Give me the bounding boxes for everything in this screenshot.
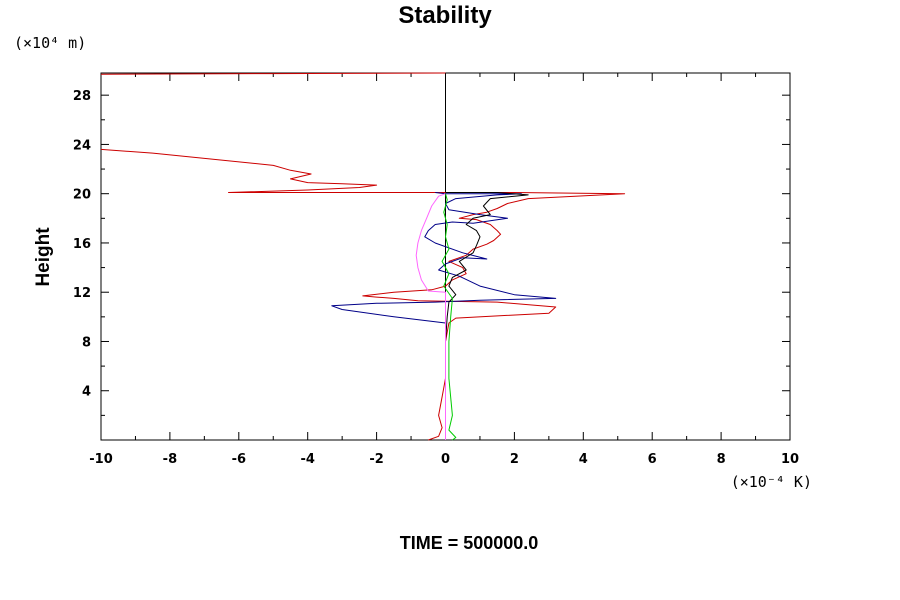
- series-line-1: [100, 72, 446, 75]
- x-tick-label: 4: [579, 452, 588, 467]
- x-tick-label: -6: [232, 452, 246, 467]
- y-tick-label: 16: [73, 237, 91, 252]
- y-tick-label: 12: [73, 286, 91, 301]
- x-tick-label: -8: [163, 452, 177, 467]
- series-line-2: [331, 192, 557, 440]
- y-unit-label: (×10⁴ m): [14, 34, 86, 52]
- x-tick-label: -10: [89, 452, 113, 467]
- series-line-0: [100, 148, 626, 441]
- data-series: [100, 72, 626, 441]
- y-tick-label: 8: [82, 335, 91, 350]
- x-tick-label: -2: [369, 452, 383, 467]
- y-tick-label: 24: [73, 138, 91, 153]
- y-tick-label: 28: [73, 89, 91, 104]
- x-tick-label: 6: [648, 452, 657, 467]
- time-label: TIME = 500000.0: [400, 533, 539, 553]
- series-line-3: [445, 192, 529, 440]
- x-tick-label: -4: [300, 452, 314, 467]
- y-tick-label: 4: [82, 385, 91, 400]
- series-line-5: [441, 193, 457, 441]
- chart-title: Stability: [398, 2, 492, 29]
- x-tick-label: 2: [510, 452, 519, 467]
- series-line-4: [415, 193, 446, 440]
- y-axis-label: Height: [33, 227, 54, 287]
- x-tick-label: 0: [441, 452, 450, 467]
- y-tick-label: 20: [73, 188, 91, 203]
- x-tick-label: 8: [717, 452, 726, 467]
- x-unit-label: (×10⁻⁴ K): [731, 473, 812, 491]
- x-tick-label: 10: [781, 452, 799, 467]
